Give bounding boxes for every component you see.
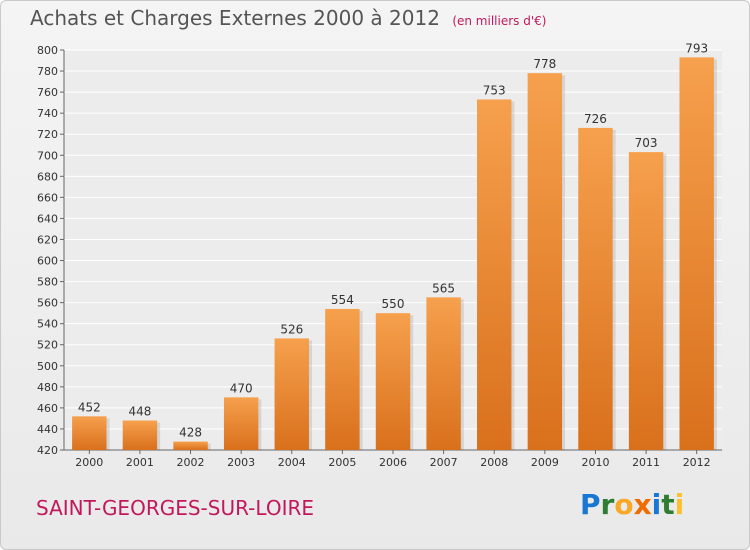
- bar-2009: [527, 73, 563, 450]
- y-tick-label: 520: [37, 339, 58, 352]
- bar-2006: [375, 313, 411, 450]
- x-tick-label: 2010: [581, 456, 609, 469]
- value-label: 778: [533, 57, 556, 71]
- bar-2002: [173, 441, 208, 450]
- logo-letter: o: [614, 488, 634, 521]
- x-tick-label: 2007: [430, 456, 458, 469]
- x-tick-label: 2002: [177, 456, 205, 469]
- y-tick-label: 500: [37, 360, 58, 373]
- proxiti-logo: Proxiti: [580, 488, 684, 521]
- bar-2000: [72, 416, 107, 450]
- value-label: 448: [128, 405, 151, 419]
- y-tick-label: 720: [37, 128, 58, 141]
- bar-2003: [223, 397, 259, 450]
- y-tick-label: 420: [37, 444, 58, 457]
- logo-letter: i: [651, 488, 662, 521]
- value-label: 550: [382, 297, 405, 311]
- chart-subtitle: (en milliers d'€): [452, 14, 547, 28]
- y-tick-label: 480: [37, 381, 58, 394]
- x-tick-label: 2011: [632, 456, 660, 469]
- value-label: 470: [230, 381, 253, 395]
- x-tick-label: 2006: [379, 456, 407, 469]
- bar-2011: [628, 152, 664, 450]
- logo-letter: r: [600, 488, 615, 521]
- x-tick-label: 2000: [75, 456, 103, 469]
- y-tick-label: 540: [37, 318, 58, 331]
- value-label: 726: [584, 112, 607, 126]
- x-tick-label: 2008: [480, 456, 508, 469]
- value-label: 452: [78, 400, 101, 414]
- logo-letter: P: [580, 488, 601, 521]
- bar-2010: [578, 127, 613, 450]
- y-tick-label: 600: [37, 255, 58, 268]
- value-label: 526: [280, 322, 303, 336]
- y-tick-label: 740: [37, 107, 58, 120]
- chart-title: Achats et Charges Externes 2000 à 2012 (…: [30, 6, 546, 30]
- bar-2004: [274, 338, 309, 450]
- y-tick-label: 460: [37, 402, 58, 415]
- y-tick-label: 660: [37, 191, 58, 204]
- y-tick-label: 760: [37, 86, 58, 99]
- y-tick-label: 780: [37, 65, 58, 78]
- y-tick-label: 580: [37, 276, 58, 289]
- logo-letter: i: [674, 488, 685, 521]
- y-tick-label: 620: [37, 233, 58, 246]
- bar-2001: [122, 420, 158, 450]
- value-label: 703: [635, 136, 658, 150]
- x-tick-label: 2009: [531, 456, 559, 469]
- bar-2005: [325, 308, 360, 450]
- y-tick-label: 800: [37, 44, 58, 57]
- value-label: 554: [331, 293, 354, 307]
- y-tick-label: 560: [37, 297, 58, 310]
- bar-2012: [679, 57, 714, 451]
- chart-title-text: Achats et Charges Externes 2000 à 2012: [30, 6, 440, 30]
- value-label: 428: [179, 426, 202, 440]
- bar-2007: [426, 297, 461, 450]
- x-tick-label: 2003: [227, 456, 255, 469]
- value-label: 753: [483, 83, 506, 97]
- logo-letter: x: [633, 488, 652, 521]
- commune-name: SAINT-GEORGES-SUR-LOIRE: [36, 496, 314, 520]
- x-tick-label: 2004: [278, 456, 306, 469]
- y-tick-label: 440: [37, 423, 58, 436]
- bar-2008: [477, 99, 512, 450]
- logo-letter: t: [661, 488, 675, 521]
- y-tick-label: 640: [37, 212, 58, 225]
- x-tick-label: 2012: [683, 456, 711, 469]
- y-tick-label: 680: [37, 170, 58, 183]
- y-tick-label: 700: [37, 149, 58, 162]
- x-tick-label: 2001: [126, 456, 154, 469]
- value-label: 565: [432, 281, 455, 295]
- value-label: 793: [685, 41, 708, 55]
- x-tick-label: 2005: [328, 456, 356, 469]
